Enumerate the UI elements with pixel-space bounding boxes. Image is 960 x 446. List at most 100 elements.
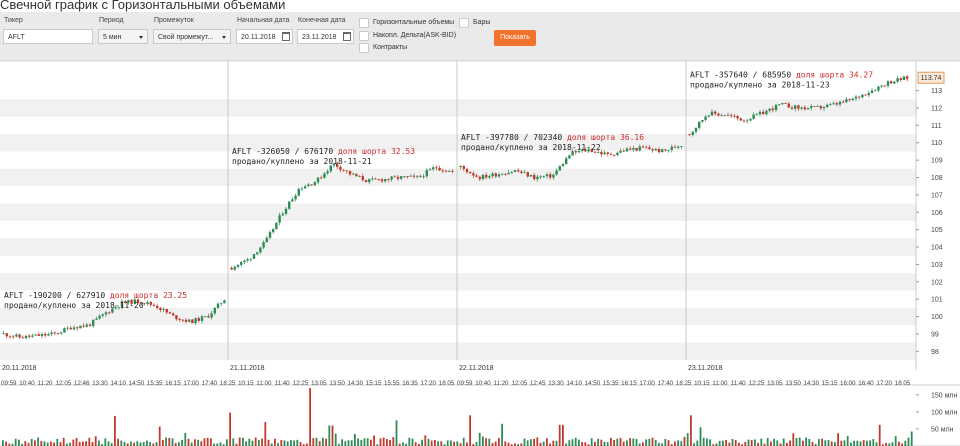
candle-body [529,175,533,177]
ticker-input[interactable]: AFLT [3,29,93,44]
volume-bar [600,439,603,446]
candle-body [597,151,600,153]
y-tick-label: 113 [931,88,942,95]
candle-body [143,303,146,305]
volume-bar [766,437,769,446]
candle-body [472,173,475,176]
day-label: 22.11.2018 [459,365,494,372]
cumulative-delta-checkbox[interactable] [359,31,369,41]
candle-body [256,252,259,255]
candle-body [710,111,714,116]
volume-bar [462,437,465,446]
candle-body [864,94,867,96]
y-tick-label: 104 [931,245,943,252]
volume-bar [482,436,484,446]
page-title: Свечной график с Горизонтальными объемам… [0,0,286,12]
candle-body [2,333,5,335]
volume-bar [504,441,507,446]
volume-bar [814,443,817,446]
candle-body [736,116,739,119]
candle-body [896,78,899,82]
volume-bar [66,443,68,446]
candle-body [523,172,526,174]
volume-bar [859,441,862,446]
candle-body [332,163,336,166]
volume-bar [309,388,311,446]
volume-bar [869,440,871,446]
bars-checkbox[interactable] [459,18,469,28]
candle-body [140,302,143,304]
volume-bar [558,424,561,446]
volume-bar [312,438,315,446]
volume-bar [78,441,81,446]
volume-bar [290,440,292,446]
time-label: 13:05 [767,380,783,387]
contracts-checkbox[interactable] [359,43,369,53]
candle-body [117,306,120,308]
volume-bar [229,412,231,446]
time-label: 11:40 [275,380,291,387]
volume-bar [203,438,206,446]
candle-body [899,78,902,80]
volume-bar [280,440,283,446]
y-tick-label: 105 [931,227,943,234]
annotation-short-share: доля шорта 36.16 [567,133,644,142]
candle-body [590,149,593,152]
show-button[interactable]: Показать [494,30,536,46]
volume-bar [120,440,123,446]
candle-body [698,121,701,128]
candle-body [40,333,44,336]
period-select[interactable]: 5 мин [98,29,148,44]
volume-bar [894,436,897,446]
candle-body [545,174,549,177]
volume-bar [581,442,583,446]
candle-body [60,332,63,334]
candle-body [323,173,326,178]
candle-body [24,335,28,339]
volume-bar [146,440,148,446]
volume-bar [725,439,727,446]
time-label: 15:15 [822,380,838,387]
candle-body [657,149,661,153]
candle-body [336,163,339,167]
candle-body [223,300,226,304]
volume-bar [488,438,491,446]
volume-bar [882,444,884,446]
filter-panel: Тикер AFLT Период 5 мин Промежуток Свой … [0,12,960,61]
volume-bar [46,442,49,446]
range-select[interactable]: Свой промежут... [153,29,231,44]
start-date-value: 20.11.2018 [241,34,276,41]
horizontal-volumes-checkbox[interactable] [359,18,369,28]
volume-bar [117,438,119,446]
volume-bar [824,440,827,446]
start-date-input[interactable]: 20.11.2018 [236,29,293,44]
volume-bar [5,441,7,446]
candle-body [558,166,561,171]
candle-body [577,151,581,153]
candle-body [204,316,207,317]
candle-body [701,120,704,122]
candle-body [34,334,37,336]
volume-bar [261,438,263,446]
volume-bar [795,438,798,446]
volume-bar [843,440,846,446]
volume-bar [603,441,606,446]
annotation-text: AFLT -397780 / 702340 доля шорта 36.16 [461,133,644,142]
volume-bar [110,443,113,446]
grid-band [0,342,916,360]
calendar-icon[interactable] [343,32,351,41]
candle-body [63,328,66,333]
price-chart[interactable]: 98 99 100 101 102 103 104 105 106 107 108 109 110 111… [0,60,960,446]
candle-body [867,93,870,96]
day-label: 21.11.2018 [230,365,265,372]
candle-body [345,170,348,172]
volume-bar [514,443,516,446]
calendar-icon[interactable] [282,32,290,41]
end-date-input[interactable]: 23.11.2018 [297,29,354,44]
candle-body [902,76,906,80]
annotation-short-share: доля шорта 32.53 [338,147,415,156]
candle-body [513,170,517,172]
candle-body [845,99,848,103]
volume-bar [142,442,145,446]
candle-body [85,324,88,327]
